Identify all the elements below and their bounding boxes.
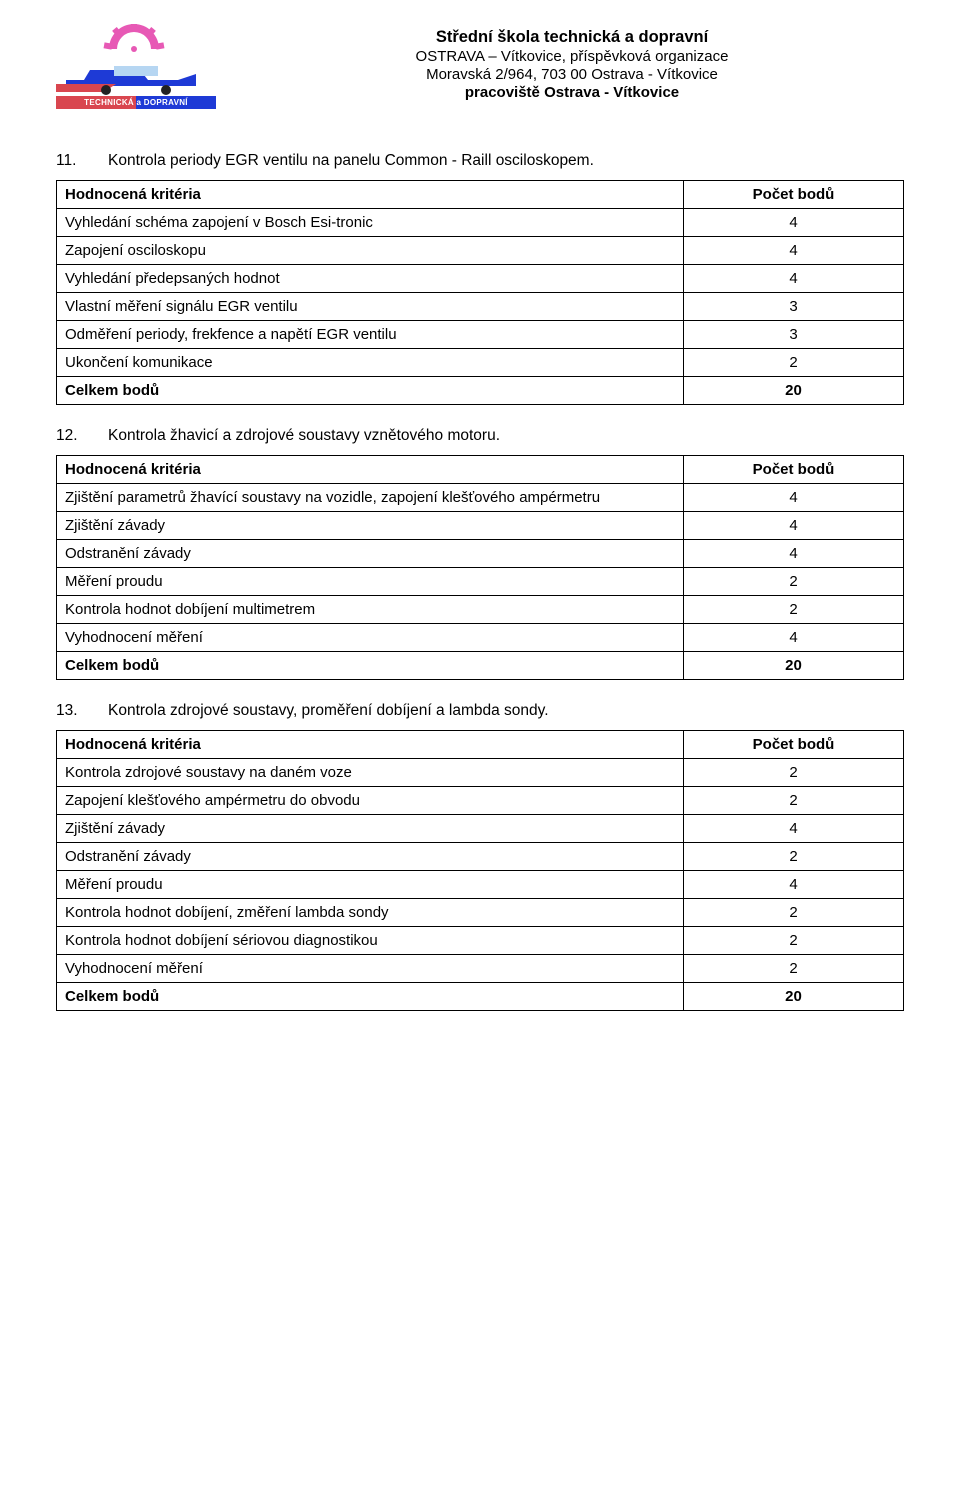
total-label: Celkem bodů <box>57 652 684 680</box>
total-label: Celkem bodů <box>57 983 684 1011</box>
car-icon <box>56 58 216 98</box>
school-name: Střední škola technická a dopravní <box>240 28 904 47</box>
criteria-label: Měření proudu <box>57 871 684 899</box>
col-header-label: Hodnocená kritéria <box>57 731 684 759</box>
criteria-value: 4 <box>684 512 904 540</box>
criteria-value: 4 <box>684 871 904 899</box>
criteria-label: Vyhledání předepsaných hodnot <box>57 265 684 293</box>
table-row: Měření proudu2 <box>57 568 904 596</box>
total-value: 20 <box>684 983 904 1011</box>
school-workplace: pracoviště Ostrava - Vítkovice <box>240 84 904 101</box>
criteria-table: Hodnocená kritériaPočet bodůZjištění par… <box>56 455 904 680</box>
table-total-row: Celkem bodů20 <box>57 652 904 680</box>
criteria-table: Hodnocená kritériaPočet bodůKontrola zdr… <box>56 730 904 1011</box>
criteria-label: Měření proudu <box>57 568 684 596</box>
table-total-row: Celkem bodů20 <box>57 983 904 1011</box>
col-header-value: Počet bodů <box>684 731 904 759</box>
criteria-label: Vyhledání schéma zapojení v Bosch Esi-tr… <box>57 209 684 237</box>
criteria-table: Hodnocená kritériaPočet bodůVyhledání sc… <box>56 180 904 405</box>
total-label: Celkem bodů <box>57 377 684 405</box>
criteria-label: Zapojení klešťového ampérmetru do obvodu <box>57 787 684 815</box>
criteria-label: Kontrola hodnot dobíjení multimetrem <box>57 596 684 624</box>
table-row: Kontrola hodnot dobíjení multimetrem2 <box>57 596 904 624</box>
criteria-value: 2 <box>684 349 904 377</box>
table-row: Vyhledání předepsaných hodnot4 <box>57 265 904 293</box>
criteria-label: Vyhodnocení měření <box>57 955 684 983</box>
sections-container: 11. Kontrola periody EGR ventilu na panel… <box>56 152 904 1011</box>
criteria-value: 4 <box>684 265 904 293</box>
school-subtitle: OSTRAVA – Vítkovice, příspěvková organiz… <box>240 48 904 65</box>
table-row: Zapojení osciloskopu4 <box>57 237 904 265</box>
section-title-text: Kontrola žhavicí a zdrojové soustavy vzn… <box>108 427 500 445</box>
criteria-value: 4 <box>684 484 904 512</box>
criteria-label: Zjištění parametrů žhavící soustavy na v… <box>57 484 684 512</box>
criteria-value: 2 <box>684 927 904 955</box>
table-row: Ukončení komunikace2 <box>57 349 904 377</box>
table-row: Odměření periody, frekfence a napětí EGR… <box>57 321 904 349</box>
col-header-label: Hodnocená kritéria <box>57 181 684 209</box>
table-row: Zjištění závady4 <box>57 512 904 540</box>
criteria-value: 3 <box>684 293 904 321</box>
table-row: Odstranění závady4 <box>57 540 904 568</box>
section-title-text: Kontrola zdrojové soustavy, proměření do… <box>108 702 549 720</box>
col-header-label: Hodnocená kritéria <box>57 456 684 484</box>
col-header-value: Počet bodů <box>684 456 904 484</box>
criteria-value: 4 <box>684 624 904 652</box>
total-value: 20 <box>684 652 904 680</box>
table-row: Odstranění závady2 <box>57 843 904 871</box>
section-title: 11. Kontrola periody EGR ventilu na panel… <box>56 152 904 170</box>
section-number: 12. <box>56 427 84 445</box>
table-row: Měření proudu4 <box>57 871 904 899</box>
page-header: TECHNICKÁ a DOPRAVNÍ Střední škola techn… <box>56 24 904 124</box>
criteria-value: 4 <box>684 815 904 843</box>
school-address: Moravská 2/964, 703 00 Ostrava - Vítkovi… <box>240 66 904 83</box>
col-header-value: Počet bodů <box>684 181 904 209</box>
section-title: 12. Kontrola žhavicí a zdrojové soustavy … <box>56 427 904 445</box>
criteria-value: 3 <box>684 321 904 349</box>
criteria-label: Odměření periody, frekfence a napětí EGR… <box>57 321 684 349</box>
criteria-label: Kontrola hodnot dobíjení sériovou diagno… <box>57 927 684 955</box>
school-logo: TECHNICKÁ a DOPRAVNÍ <box>56 24 216 124</box>
criteria-label: Zjištění závady <box>57 512 684 540</box>
criteria-label: Kontrola hodnot dobíjení, změření lambda… <box>57 899 684 927</box>
table-row: Zjištění parametrů žhavící soustavy na v… <box>57 484 904 512</box>
section-title-text: Kontrola periody EGR ventilu na panelu C… <box>108 152 594 170</box>
criteria-value: 2 <box>684 899 904 927</box>
table-row: Kontrola hodnot dobíjení, změření lambda… <box>57 899 904 927</box>
criteria-value: 2 <box>684 843 904 871</box>
section-number: 13. <box>56 702 84 720</box>
criteria-label: Ukončení komunikace <box>57 349 684 377</box>
table-total-row: Celkem bodů20 <box>57 377 904 405</box>
criteria-label: Vyhodnocení měření <box>57 624 684 652</box>
criteria-label: Zjištění závady <box>57 815 684 843</box>
criteria-label: Zapojení osciloskopu <box>57 237 684 265</box>
table-row: Vyhodnocení měření2 <box>57 955 904 983</box>
criteria-value: 2 <box>684 955 904 983</box>
criteria-value: 4 <box>684 237 904 265</box>
criteria-value: 4 <box>684 540 904 568</box>
criteria-value: 4 <box>684 209 904 237</box>
section-number: 11. <box>56 152 84 170</box>
criteria-label: Kontrola zdrojové soustavy na daném voze <box>57 759 684 787</box>
criteria-value: 2 <box>684 596 904 624</box>
table-row: Zapojení klešťového ampérmetru do obvodu… <box>57 787 904 815</box>
section-title: 13. Kontrola zdrojové soustavy, proměření… <box>56 702 904 720</box>
table-row: Zjištění závady4 <box>57 815 904 843</box>
criteria-value: 2 <box>684 787 904 815</box>
table-row: Kontrola hodnot dobíjení sériovou diagno… <box>57 927 904 955</box>
criteria-value: 2 <box>684 759 904 787</box>
criteria-label: Vlastní měření signálu EGR ventilu <box>57 293 684 321</box>
table-row: Vlastní měření signálu EGR ventilu3 <box>57 293 904 321</box>
criteria-label: Odstranění závady <box>57 540 684 568</box>
table-row: Kontrola zdrojové soustavy na daném voze… <box>57 759 904 787</box>
header-text-block: Střední škola technická a dopravní OSTRA… <box>240 24 904 101</box>
total-value: 20 <box>684 377 904 405</box>
criteria-value: 2 <box>684 568 904 596</box>
logo-ribbon-text: TECHNICKÁ a DOPRAVNÍ <box>56 96 216 109</box>
table-row: Vyhodnocení měření4 <box>57 624 904 652</box>
table-row: Vyhledání schéma zapojení v Bosch Esi-tr… <box>57 209 904 237</box>
criteria-label: Odstranění závady <box>57 843 684 871</box>
